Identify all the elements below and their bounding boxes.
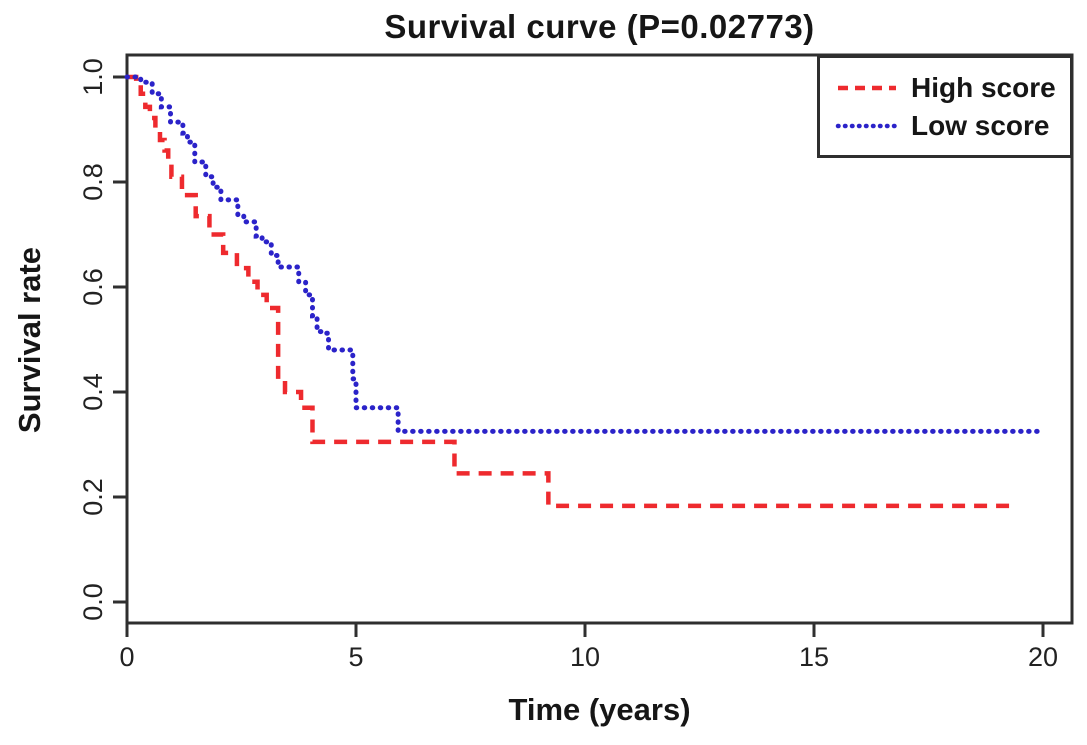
y-tick-label-0.2: 0.2 — [78, 478, 108, 516]
plot-box — [125, 53, 1074, 625]
x-tick-label-20: 20 — [1027, 642, 1059, 672]
y-tick-label-0.4: 0.4 — [78, 373, 108, 411]
x-tick-label-15: 15 — [798, 642, 830, 672]
survival-curve-low-score — [124, 74, 1041, 434]
y-tick-label-0.0: 0.0 — [78, 583, 108, 621]
legend-line-dotted-icon — [835, 123, 898, 128]
x-tick-label-10: 10 — [569, 642, 601, 672]
y-axis-label: Survival rate — [12, 246, 47, 434]
x-tick-label-5: 5 — [348, 642, 364, 672]
y-tick-label-0.6: 0.6 — [78, 268, 108, 306]
survival-curve-high-score — [127, 74, 1016, 509]
chart-title: Survival curve (P=0.02773) — [384, 8, 815, 45]
legend-label-low-score: Low score — [911, 109, 1050, 141]
x-tick-label-0: 0 — [119, 642, 135, 672]
y-tick-label-0.8: 0.8 — [78, 163, 108, 201]
legend-label-high-score: High score — [911, 71, 1056, 103]
legend: High score Low score — [817, 55, 1073, 158]
legend-item-high-score: High score — [835, 71, 1070, 105]
legend-line-dashed-icon — [838, 85, 896, 90]
legend-item-low-score: Low score — [835, 109, 1070, 143]
y-tick-label-1.0: 1.0 — [78, 58, 108, 96]
x-axis-label: Time (years) — [508, 692, 691, 727]
